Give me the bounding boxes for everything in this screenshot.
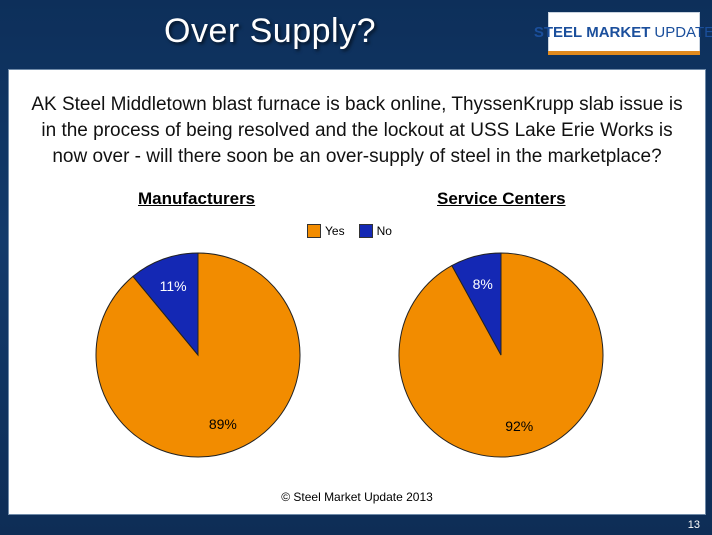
pie-slice-no [451, 252, 502, 356]
pie-chart-manufacturers: 89% 11% [95, 252, 301, 458]
logo-word-market: MARKET [586, 23, 651, 41]
copyright-footer: © Steel Market Update 2013 [281, 490, 433, 504]
pie-label-yes: 92% [505, 418, 533, 434]
pie-slice-no [132, 252, 199, 357]
pie-label-no: 8% [473, 276, 493, 292]
legend-label-no: No [376, 224, 392, 238]
survey-question: AK Steel Middletown blast furnace is bac… [31, 94, 683, 167]
chart-legend: Yes No [307, 224, 406, 238]
steel-market-update-logo: STEEL MARKET UPDATE [534, 12, 712, 52]
pie-chart-service-centers: 92% 8% [398, 252, 604, 458]
pie-slice-yes [398, 252, 604, 458]
content-panel: AK Steel Middletown blast furnace is bac… [8, 69, 706, 515]
pie-label-no: 11% [160, 278, 187, 294]
logo-accent-bar [548, 51, 700, 55]
slide-title: Over Supply? [164, 12, 376, 50]
page-number: 13 [687, 519, 700, 531]
legend-label-yes: Yes [325, 224, 345, 238]
logo-word-update: UPDATE [654, 23, 712, 41]
chart-title-manufacturers: Manufacturers [138, 189, 256, 208]
legend-swatch-no [358, 224, 373, 238]
legend-item-no: No [358, 224, 392, 238]
legend-item-yes: Yes [307, 224, 345, 238]
logo-word-steel: STEEL [533, 23, 583, 41]
legend-swatch-yes [307, 224, 321, 238]
pie-label-yes: 89% [209, 416, 237, 432]
chart-title-service-centers: Service Centers [437, 189, 566, 208]
